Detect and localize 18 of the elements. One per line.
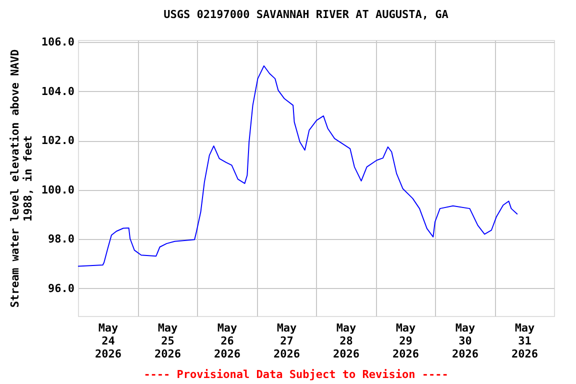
x-tick-label: May 30 2026 [452, 322, 479, 360]
x-tick-label: May 27 2026 [274, 322, 300, 360]
y-tick-label: 98.0 [48, 232, 74, 246]
x-tick-label: May 31 2026 [512, 322, 538, 360]
x-tick-label: May 28 2026 [333, 322, 360, 360]
x-tick-label: May 24 2026 [95, 322, 122, 360]
chart-title: USGS 02197000 SAVANNAH RIVER AT AUGUSTA, GA [164, 8, 449, 21]
y-tick-label: 100.0 [41, 183, 74, 196]
x-tick-label: May 25 2026 [154, 322, 182, 360]
y-tick-label: 102.0 [41, 134, 74, 148]
y-axis-title: Stream water level elevation above NAVD 1988, in feet [8, 48, 34, 308]
text: ---- Provisional Data Subject to Revision ---- [144, 368, 448, 381]
y-tick-label: 96.0 [48, 282, 74, 295]
y-tick-label: 104.0 [41, 84, 74, 98]
line-series [78, 65, 518, 267]
y-tick-label: 106.0 [41, 35, 74, 48]
x-tick-label: May 29 2026 [392, 322, 420, 360]
x-tick-label: May 26 2026 [214, 322, 241, 360]
